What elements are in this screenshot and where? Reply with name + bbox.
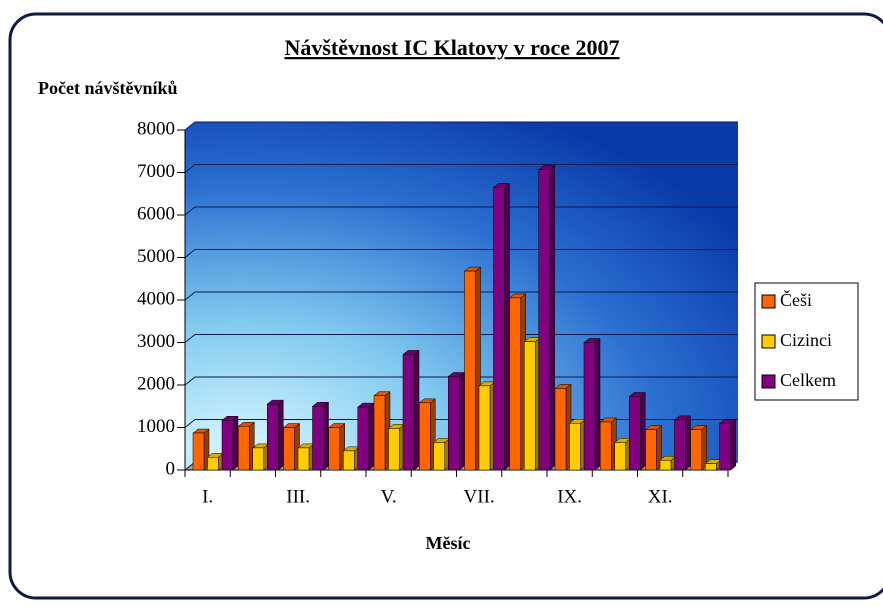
bar [328, 427, 340, 471]
bar [221, 420, 234, 471]
x-axis-label: Měsíc [426, 533, 471, 553]
y-tick-label: 6000 [137, 203, 175, 224]
bar [283, 427, 295, 471]
y-tick-label: 2000 [137, 373, 175, 394]
y-tick-label: 0 [166, 458, 176, 479]
bar-side [459, 371, 465, 471]
bar [357, 406, 369, 471]
grid-line [184, 206, 738, 216]
x-tick-label: XI. [648, 486, 673, 507]
bar-side [278, 399, 284, 471]
y-tick-label: 5000 [137, 246, 175, 267]
y-tick-label: 3000 [137, 331, 175, 352]
bar [538, 169, 550, 471]
y-axis-label: Počet návštěvníků [38, 78, 178, 98]
grid-line [184, 376, 738, 386]
legend-label: Cizinci [780, 330, 832, 350]
bar [433, 442, 445, 471]
bar [690, 429, 702, 471]
x-tick-label: III. [286, 486, 310, 507]
bar [343, 450, 355, 471]
grid-line [184, 291, 738, 301]
bar-side [368, 402, 374, 471]
chart-title: Návštěvnost IC Klatovy v roce 2007 [284, 35, 619, 60]
x-tick-label: I. [202, 486, 213, 507]
bar-side [594, 337, 601, 471]
bar [614, 442, 626, 471]
bar [659, 459, 672, 471]
bar [419, 402, 431, 471]
bar [719, 423, 731, 471]
bar-side [730, 418, 736, 471]
bar [373, 395, 386, 471]
bar [645, 429, 657, 471]
legend-swatch [761, 334, 776, 349]
bar [252, 447, 264, 471]
bar [554, 388, 567, 471]
legend-label: Češi [780, 289, 812, 310]
bar [600, 421, 612, 471]
bar [569, 423, 581, 471]
bar [705, 463, 717, 471]
legend-swatch [761, 294, 776, 309]
bar [493, 187, 505, 471]
y-tick-label: 8000 [137, 118, 175, 139]
bar-side [323, 401, 329, 471]
legend-swatch [761, 374, 776, 389]
bar [583, 342, 596, 471]
x-tick-label: VII. [464, 486, 495, 507]
bar [192, 432, 205, 471]
bar-side [413, 349, 420, 471]
bar [388, 428, 400, 471]
bar [509, 297, 521, 471]
bar-side [232, 415, 239, 471]
bar [674, 419, 686, 471]
bar [448, 376, 460, 471]
grid-line [184, 249, 738, 258]
bar [238, 425, 250, 471]
grid-line [184, 164, 738, 173]
bar [207, 457, 219, 471]
x-tick-label: IX. [557, 486, 582, 507]
bar [464, 270, 476, 471]
legend-label: Celkem [780, 370, 836, 390]
bar [478, 385, 491, 471]
grid-line [184, 121, 738, 131]
bar [297, 447, 310, 471]
bar [312, 406, 324, 471]
bar-side [504, 182, 510, 471]
bar [402, 354, 415, 471]
bar-side [685, 415, 691, 471]
y-tick-label: 4000 [137, 288, 175, 309]
bar [267, 403, 279, 471]
bar-side [640, 391, 646, 471]
x-tick-label: V. [381, 486, 397, 507]
grid-line [184, 334, 738, 343]
y-tick-label: 7000 [137, 161, 175, 182]
bar-side [549, 165, 555, 471]
bar [524, 341, 536, 471]
bar [629, 396, 641, 471]
y-tick-label: 1000 [137, 416, 175, 437]
